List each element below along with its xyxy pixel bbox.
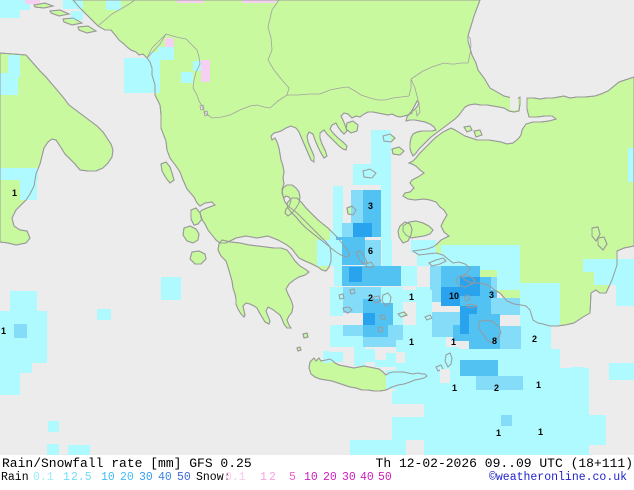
svg-text:1: 1 (1, 326, 6, 336)
svg-text:3: 3 (368, 201, 373, 211)
svg-text:3: 3 (489, 290, 494, 300)
svg-text:1: 1 (452, 383, 457, 393)
svg-text:1: 1 (409, 292, 414, 302)
svg-text:2: 2 (532, 334, 537, 344)
svg-text:10: 10 (449, 291, 459, 301)
svg-text:1: 1 (496, 428, 501, 438)
svg-text:1: 1 (536, 380, 541, 390)
svg-text:6: 6 (368, 246, 373, 256)
svg-text:1: 1 (409, 337, 414, 347)
svg-text:8: 8 (492, 336, 497, 346)
svg-text:1: 1 (451, 337, 456, 347)
svg-text:2: 2 (494, 383, 499, 393)
svg-text:2: 2 (368, 293, 373, 303)
svg-text:1: 1 (12, 188, 17, 198)
svg-text:1: 1 (538, 427, 543, 437)
